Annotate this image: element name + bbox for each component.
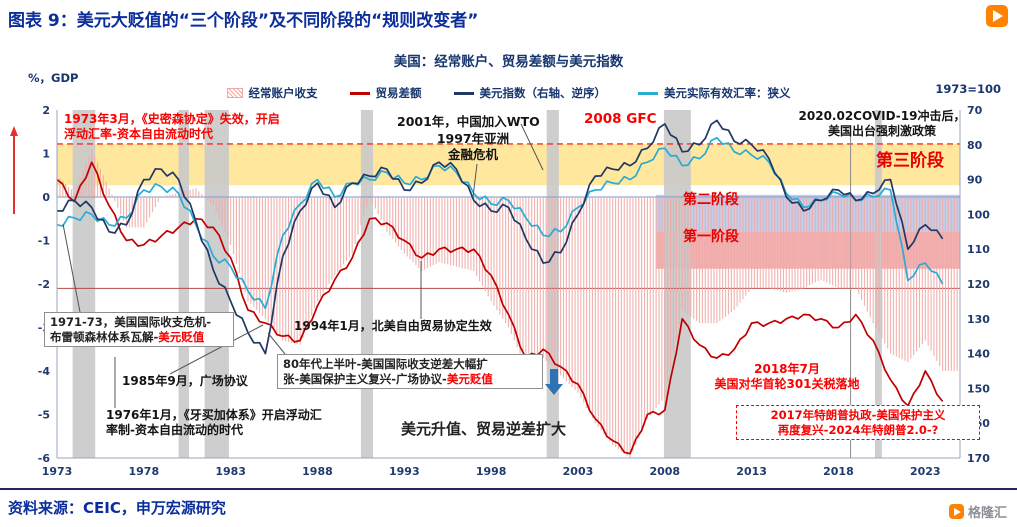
svg-text:-4: -4 bbox=[38, 365, 51, 378]
watermark-text: 格隆汇 bbox=[967, 506, 1007, 521]
svg-text:90: 90 bbox=[967, 174, 983, 187]
svg-text:2023: 2023 bbox=[910, 465, 941, 478]
svg-text:170: 170 bbox=[967, 452, 990, 465]
legend-item-usd-index: 美元指数（右轴、逆序） bbox=[453, 85, 607, 101]
annotation-china-wto-2001: 2001年，中国加入WTO bbox=[397, 114, 540, 129]
usd-depreciation-up-arrow-icon bbox=[8, 126, 20, 216]
annotation-bop-crisis-1971-73: 1971-73，美国国际收支危机- 布雷顿森林体系瓦解-美元贬值 bbox=[44, 312, 234, 348]
footer-divider bbox=[0, 488, 1017, 490]
annotation-plaza-accord-1985: 1985年9月，广场协议 bbox=[122, 374, 248, 388]
stage3-label: 第三阶段 bbox=[876, 151, 944, 171]
svg-text:-6: -6 bbox=[38, 452, 51, 465]
svg-text:150: 150 bbox=[967, 382, 990, 395]
gelonghui-logo-icon bbox=[948, 504, 964, 519]
trade-balance-swatch-icon bbox=[349, 91, 370, 95]
svg-text:-1: -1 bbox=[38, 235, 50, 248]
svg-text:1998: 1998 bbox=[476, 465, 507, 478]
usd-appreciation-down-arrow-icon bbox=[545, 369, 563, 396]
gelonghui-logo-icon bbox=[986, 5, 1008, 27]
annotation-highlight: 美元贬值 bbox=[446, 371, 493, 386]
svg-text:130: 130 bbox=[967, 313, 990, 326]
svg-text:110: 110 bbox=[967, 243, 990, 256]
stage2-label: 第二阶段 bbox=[683, 192, 739, 208]
data-source: 资料来源：CEIC，申万宏源研究 bbox=[8, 499, 226, 517]
annotation-section301-tariffs-2018: 2018年7月 美国对华首轮301关税落地 bbox=[714, 362, 860, 392]
annotation-text: 80年代上半叶-美国国际收支逆差大幅扩 张-美国保护主义复兴-广场协议- bbox=[283, 357, 488, 386]
current-account-swatch-icon bbox=[226, 88, 243, 98]
left-axis-unit: %，GDP bbox=[28, 71, 79, 85]
legend-label: 经常账户收支 bbox=[248, 86, 318, 100]
chart-legend: 经常账户收支 贸易差额 美元指数（右轴、逆序） 美元实际有效汇率：狭义 bbox=[70, 85, 947, 101]
svg-text:70: 70 bbox=[967, 104, 983, 117]
figure-title: 图表 9：美元大贬值的“三个阶段”及不同阶段的“规则改变者” bbox=[8, 11, 479, 31]
svg-text:2008: 2008 bbox=[649, 465, 680, 478]
svg-text:1: 1 bbox=[42, 148, 50, 161]
annotation-smithsonian-1973: 1973年3月，《史密森协定》失效，开启 浮动汇率-资本自由流动时代 bbox=[64, 112, 280, 142]
annotation-nafta-1994: 1994年1月，北美自由贸易协定生效 bbox=[294, 319, 492, 333]
annotation-text: 1971-73，美国国际收支危机- 布雷顿森林体系瓦解- bbox=[50, 315, 212, 344]
annotation-highlight: 美元贬值 bbox=[158, 329, 205, 344]
svg-text:-5: -5 bbox=[38, 409, 50, 422]
svg-text:1973: 1973 bbox=[42, 465, 73, 478]
chart-title: 美国：经常账户、贸易差额与美元指数 bbox=[393, 54, 624, 70]
annotation-2008-gfc: 2008 GFC bbox=[584, 111, 657, 127]
svg-text:1978: 1978 bbox=[129, 465, 160, 478]
svg-text:2003: 2003 bbox=[563, 465, 594, 478]
svg-text:100: 100 bbox=[967, 208, 990, 221]
annotation-jamaica-system-1976: 1976年1月，《牙买加体系》开启浮动汇 率制-资本自由流动的时代 bbox=[106, 408, 322, 438]
legend-item-current-account: 经常账户收支 bbox=[226, 85, 318, 101]
svg-text:0: 0 bbox=[42, 191, 50, 204]
svg-text:2: 2 bbox=[42, 104, 50, 117]
legend-item-reer: 美元实际有效汇率：狭义 bbox=[638, 85, 791, 101]
svg-text:80: 80 bbox=[967, 139, 983, 152]
gelonghui-watermark: 格隆汇 bbox=[948, 502, 1007, 521]
svg-text:1983: 1983 bbox=[215, 465, 246, 478]
svg-text:140: 140 bbox=[967, 348, 990, 361]
usd-index-swatch-icon bbox=[453, 91, 474, 95]
annotation-usd-appreciation: 美元升值、贸易逆差扩大 bbox=[401, 420, 567, 438]
svg-text:2013: 2013 bbox=[736, 465, 767, 478]
annotation-asia-crisis-1997: 1997年亚洲 金融危机 bbox=[436, 131, 510, 162]
svg-text:1988: 1988 bbox=[302, 465, 333, 478]
legend-label: 贸易差额 bbox=[375, 86, 422, 100]
annotation-1980s-protectionism: 80年代上半叶-美国国际收支逆差大幅扩 张-美国保护主义复兴-广场协议-美元贬值 bbox=[277, 354, 543, 390]
legend-label: 美元实际有效汇率：狭义 bbox=[664, 86, 791, 100]
svg-text:-2: -2 bbox=[38, 278, 50, 291]
svg-text:120: 120 bbox=[967, 278, 990, 291]
legend-label: 美元指数（右轴、逆序） bbox=[479, 86, 607, 100]
stage1-label: 第一阶段 bbox=[683, 229, 739, 245]
reer-swatch-icon bbox=[638, 91, 658, 95]
legend-item-trade-balance: 贸易差额 bbox=[349, 85, 422, 101]
right-axis-unit: 1973=100 bbox=[935, 82, 1001, 96]
annotation-trump-protectionism: 2017年特朗普执政-美国保护主义 再度复兴-2024年特朗普2.0-? bbox=[736, 405, 980, 441]
annotation-covid-stimulus-2020: 2020.02COVID-19冲击后， 美国出台强刺激政策 bbox=[798, 109, 966, 139]
svg-text:1993: 1993 bbox=[389, 465, 420, 478]
svg-text:2018: 2018 bbox=[823, 465, 854, 478]
